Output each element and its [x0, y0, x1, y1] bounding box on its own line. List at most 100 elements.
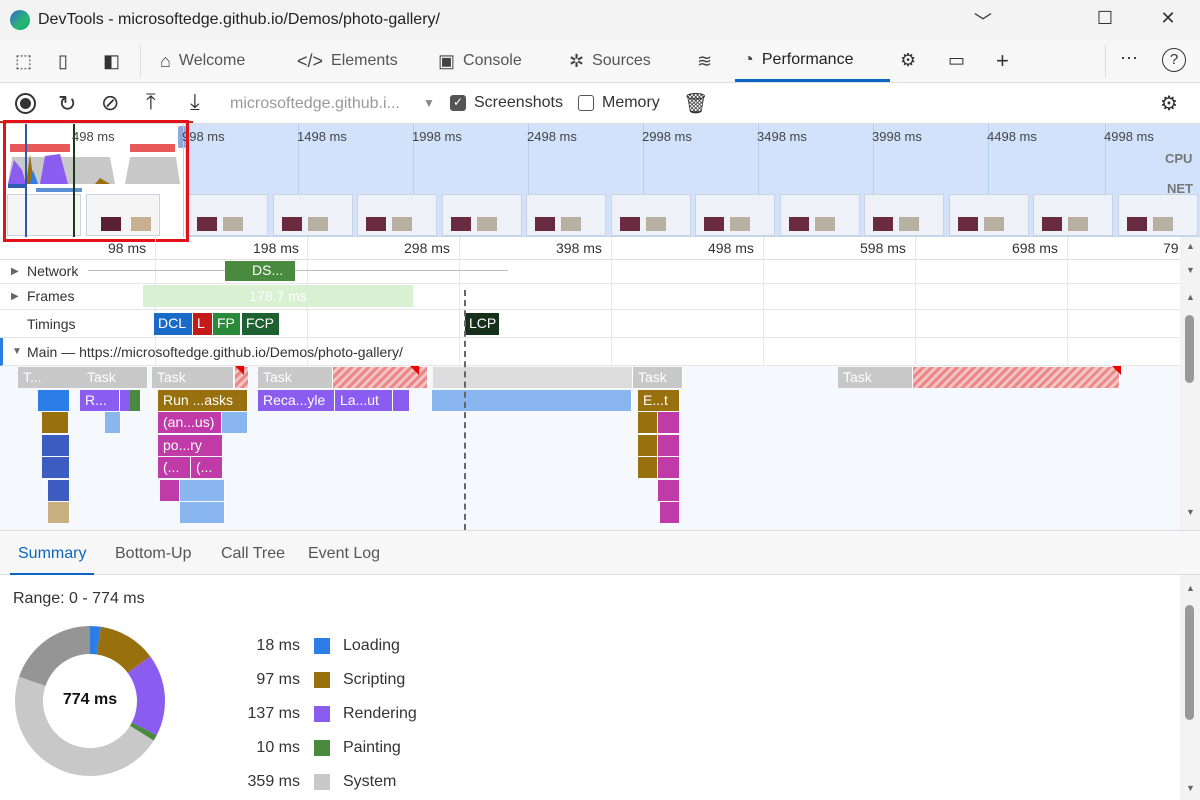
- scroll-up-icon[interactable]: ▲: [1186, 292, 1195, 302]
- memory-chip-icon[interactable]: ⚙: [900, 50, 917, 70]
- tab-summary[interactable]: Summary: [10, 531, 95, 575]
- load-marker[interactable]: L: [193, 313, 212, 335]
- flame-block[interactable]: [658, 434, 680, 456]
- network-track[interactable]: ▶ Network DS...: [0, 260, 1180, 284]
- help-icon[interactable]: ?: [1162, 48, 1186, 72]
- scroll-thumb[interactable]: [1185, 315, 1194, 383]
- flame-block[interactable]: E...t: [638, 389, 680, 411]
- flame-block[interactable]: [658, 412, 680, 433]
- flame-block[interactable]: (...: [158, 457, 191, 478]
- selection-end-handle[interactable]: [73, 124, 75, 237]
- flame-block[interactable]: [180, 479, 225, 501]
- flame-block[interactable]: [38, 389, 70, 411]
- screenshots-checkbox[interactable]: ✓ Screenshots: [450, 94, 563, 112]
- flame-block[interactable]: T...: [18, 367, 90, 388]
- collapse-triangle-icon[interactable]: ▼: [12, 346, 22, 357]
- flame-block[interactable]: [658, 479, 680, 501]
- scroll-thumb[interactable]: [1185, 605, 1194, 720]
- lcp-marker[interactable]: LCP: [465, 313, 499, 335]
- expand-triangle-icon[interactable]: ▶: [11, 291, 19, 302]
- scroll-down-icon[interactable]: ▼: [1186, 265, 1195, 275]
- tab-elements[interactable]: </> Elements: [297, 40, 398, 82]
- flame-block[interactable]: [42, 434, 70, 456]
- scroll-down-icon[interactable]: ▼: [1186, 507, 1195, 517]
- download-icon[interactable]: ⤓: [190, 89, 200, 114]
- selection-start-handle[interactable]: [25, 124, 27, 237]
- timeline-scrollbar[interactable]: ▲ ▼ ▲ ▼: [1180, 237, 1200, 530]
- flame-block[interactable]: Task: [258, 367, 333, 388]
- flame-block[interactable]: Task: [82, 367, 148, 388]
- flame-block[interactable]: [658, 457, 680, 478]
- timeline-overview[interactable]: CPU NET 498 ms 998 ms 1498 ms 1998 ms 2498 m…: [0, 124, 1200, 237]
- page-select[interactable]: microsoftedge.github.i...: [230, 95, 400, 112]
- memory-checkbox[interactable]: Memory: [578, 94, 660, 112]
- application-icon[interactable]: ▭: [948, 50, 966, 70]
- flame-block[interactable]: [660, 502, 680, 523]
- flame-block[interactable]: [42, 457, 70, 478]
- flame-block[interactable]: Task: [838, 367, 913, 388]
- maximize-button[interactable]: ☐: [1096, 8, 1114, 28]
- flame-block[interactable]: [130, 389, 141, 411]
- flame-block[interactable]: [393, 389, 410, 411]
- main-flame-chart[interactable]: T... Task Task Task Task Task R... Run ...asks R…: [0, 366, 1180, 530]
- flame-block[interactable]: [180, 502, 225, 523]
- trash-icon[interactable]: 🗑: [683, 93, 709, 115]
- main-track-header[interactable]: ▼ Main — https://microsoftedge.github.io…: [0, 338, 1180, 366]
- upload-icon[interactable]: ⤒: [146, 89, 156, 114]
- frame-bar[interactable]: 178.7 ms: [143, 285, 413, 307]
- fp-marker[interactable]: FP: [213, 313, 240, 335]
- flame-block[interactable]: [48, 502, 70, 523]
- inspect-element-icon[interactable]: ⬚: [15, 51, 33, 71]
- overview-selection[interactable]: [0, 124, 186, 237]
- settings-gear-icon[interactable]: ⚙: [1160, 93, 1178, 115]
- tab-console[interactable]: ▣ Console: [438, 40, 522, 82]
- more-options-icon[interactable]: ⋯: [1120, 48, 1138, 68]
- flame-block[interactable]: [222, 412, 248, 433]
- flame-block[interactable]: [638, 457, 658, 478]
- flame-block[interactable]: Run ...asks: [158, 389, 248, 411]
- flame-block[interactable]: [433, 367, 633, 388]
- tab-call-tree[interactable]: Call Tree: [221, 545, 286, 562]
- flame-block[interactable]: (an...us): [158, 412, 222, 433]
- dock-sidebar-icon[interactable]: ◧: [103, 51, 121, 71]
- flame-block[interactable]: La...ut: [335, 389, 393, 411]
- flame-block[interactable]: [48, 479, 70, 501]
- flame-block[interactable]: Reca...yle: [258, 389, 335, 411]
- dcl-marker[interactable]: DCL: [154, 313, 192, 335]
- device-emulation-icon[interactable]: ▯: [58, 51, 68, 71]
- flame-block[interactable]: R...: [80, 389, 120, 411]
- record-button[interactable]: [15, 93, 36, 114]
- flame-block[interactable]: [432, 389, 632, 411]
- tab-bottom-up[interactable]: Bottom-Up: [115, 545, 192, 562]
- tab-network[interactable]: ≋: [697, 40, 712, 82]
- clear-icon[interactable]: ⊘: [101, 90, 120, 115]
- reload-record-icon[interactable]: ↻: [58, 91, 77, 116]
- flame-block[interactable]: [105, 412, 121, 433]
- tab-performance[interactable]: ◔ Performance: [735, 40, 890, 82]
- summary-scrollbar[interactable]: ▲ ▼: [1180, 575, 1200, 800]
- tab-event-log[interactable]: Event Log: [308, 545, 381, 562]
- dropdown-arrow-icon[interactable]: ▼: [423, 96, 435, 110]
- fcp-marker[interactable]: FCP: [242, 313, 279, 335]
- scroll-up-icon[interactable]: ▲: [1186, 241, 1195, 251]
- close-button[interactable]: ✕: [1160, 8, 1176, 28]
- expand-triangle-icon[interactable]: ▶: [11, 266, 19, 277]
- flame-block[interactable]: po...ry: [158, 434, 223, 456]
- selection-resize-handle[interactable]: [178, 126, 186, 148]
- scroll-up-icon[interactable]: ▲: [1186, 583, 1195, 593]
- flame-block[interactable]: [42, 412, 69, 433]
- flame-block[interactable]: [638, 412, 658, 433]
- add-tab-icon[interactable]: +: [996, 48, 1009, 73]
- minimize-button[interactable]: ﹀: [974, 12, 992, 32]
- flame-block[interactable]: (...: [191, 457, 223, 478]
- flame-block[interactable]: Task: [633, 367, 683, 388]
- tab-sources[interactable]: ✲ Sources: [569, 40, 651, 82]
- flame-block[interactable]: Task: [152, 367, 234, 388]
- flame-block[interactable]: [638, 434, 658, 456]
- flame-block[interactable]: [333, 367, 428, 388]
- tab-welcome[interactable]: ⌂ Welcome: [160, 40, 245, 82]
- scroll-down-icon[interactable]: ▼: [1186, 783, 1195, 793]
- frames-track[interactable]: ▶ Frames 178.7 ms: [0, 284, 1180, 310]
- flame-block[interactable]: [160, 479, 180, 501]
- flame-block[interactable]: [913, 367, 1120, 388]
